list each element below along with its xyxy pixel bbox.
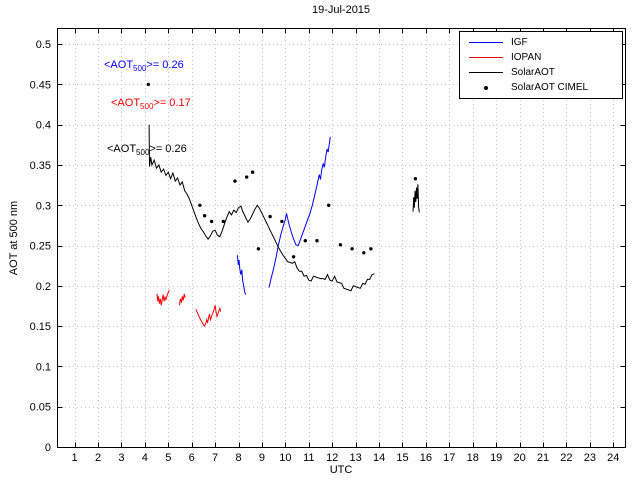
svg-text:18: 18 (467, 452, 479, 464)
svg-text:7: 7 (212, 452, 218, 464)
legend-dot-sample-cimel (469, 85, 503, 90)
svg-text:24: 24 (607, 452, 619, 464)
svg-text:0.35: 0.35 (30, 160, 51, 172)
annotation-prefix: <AOT (111, 97, 141, 109)
svg-text:8: 8 (235, 452, 241, 464)
series-solaraot-cimel (146, 82, 418, 259)
line-swatch (469, 57, 503, 58)
svg-text:13: 13 (349, 452, 361, 464)
svg-text:0.05: 0.05 (30, 402, 51, 414)
dot-marker-icon (484, 85, 488, 90)
svg-text:0.1: 0.1 (36, 361, 51, 373)
legend-entry-igf: IGF (460, 35, 622, 50)
svg-text:19: 19 (490, 452, 502, 464)
line-swatch (469, 72, 503, 73)
legend-line-sample-igf (469, 42, 503, 43)
svg-text:10: 10 (279, 452, 291, 464)
svg-text:6: 6 (189, 452, 195, 464)
annotation-igf-mean: <AOT500>= 0.26 (104, 59, 184, 73)
legend-label: SolarAOT CIMEL (511, 82, 589, 93)
svg-text:20: 20 (513, 452, 525, 464)
y-axis-label: AOT at 500 nm (8, 200, 20, 276)
legend-entry-solaraot-cimel: SolarAOT CIMEL (460, 80, 622, 95)
annotation-prefix: <AOT (104, 59, 134, 71)
svg-text:2: 2 (95, 452, 101, 464)
legend-label: SolarAOT (511, 67, 555, 78)
series-iopan (156, 289, 222, 328)
legend: IGF IOPAN SolarAOT SolarAOT CIMEL (459, 31, 623, 99)
svg-text:0.2: 0.2 (36, 281, 51, 293)
annotation-solaraot-mean: <AOT500>= 0.26 (107, 143, 187, 157)
legend-line-sample-iopan (469, 57, 503, 58)
svg-text:22: 22 (560, 452, 572, 464)
line-swatch (469, 42, 503, 43)
svg-text:0.45: 0.45 (30, 79, 51, 91)
annotation-subscript: 500 (133, 64, 147, 74)
svg-text:16: 16 (420, 452, 432, 464)
svg-text:14: 14 (373, 452, 385, 464)
svg-text:15: 15 (396, 452, 408, 464)
legend-entry-solaraot: SolarAOT (460, 65, 622, 80)
svg-text:0.3: 0.3 (36, 200, 51, 212)
legend-label: IGF (511, 37, 528, 48)
annotation-subscript: 500 (136, 148, 150, 158)
svg-text:0: 0 (45, 442, 51, 454)
annotation-prefix: <AOT (107, 143, 137, 155)
svg-text:0.4: 0.4 (36, 120, 51, 132)
svg-text:12: 12 (326, 452, 338, 464)
series-solaraot (148, 124, 420, 292)
grid-lines (57, 28, 625, 447)
annotation-subscript: 500 (140, 102, 154, 112)
svg-text:23: 23 (584, 452, 596, 464)
chart-title: 19-Jul-2015 (311, 4, 371, 16)
x-axis-label: UTC (329, 464, 353, 476)
svg-text:0.25: 0.25 (30, 241, 51, 253)
svg-text:3: 3 (118, 452, 124, 464)
tick-labels: 1 2 3 4 5 6 7 8 9 10 11 12 13 14 15 16 17 18 19 20 21 22 23 240… (30, 39, 620, 464)
annotation-iopan-mean: <AOT500>= 0.17 (111, 97, 191, 111)
legend-line-sample-solaraot (469, 72, 503, 73)
svg-text:21: 21 (537, 452, 549, 464)
axes-box (57, 28, 626, 448)
legend-label: IOPAN (511, 52, 542, 63)
svg-text:0.15: 0.15 (30, 321, 51, 333)
series-igf (236, 136, 331, 295)
annotation-suffix: >= 0.26 (149, 143, 187, 155)
svg-text:17: 17 (443, 452, 455, 464)
svg-text:1: 1 (72, 452, 78, 464)
svg-text:9: 9 (259, 452, 265, 464)
svg-text:0.5: 0.5 (36, 39, 51, 51)
annotation-suffix: >= 0.26 (146, 59, 184, 71)
svg-text:4: 4 (142, 452, 148, 464)
svg-text:11: 11 (303, 452, 314, 464)
legend-entry-iopan: IOPAN (460, 50, 622, 65)
annotation-suffix: >= 0.17 (153, 97, 191, 109)
svg-text:5: 5 (165, 452, 171, 464)
